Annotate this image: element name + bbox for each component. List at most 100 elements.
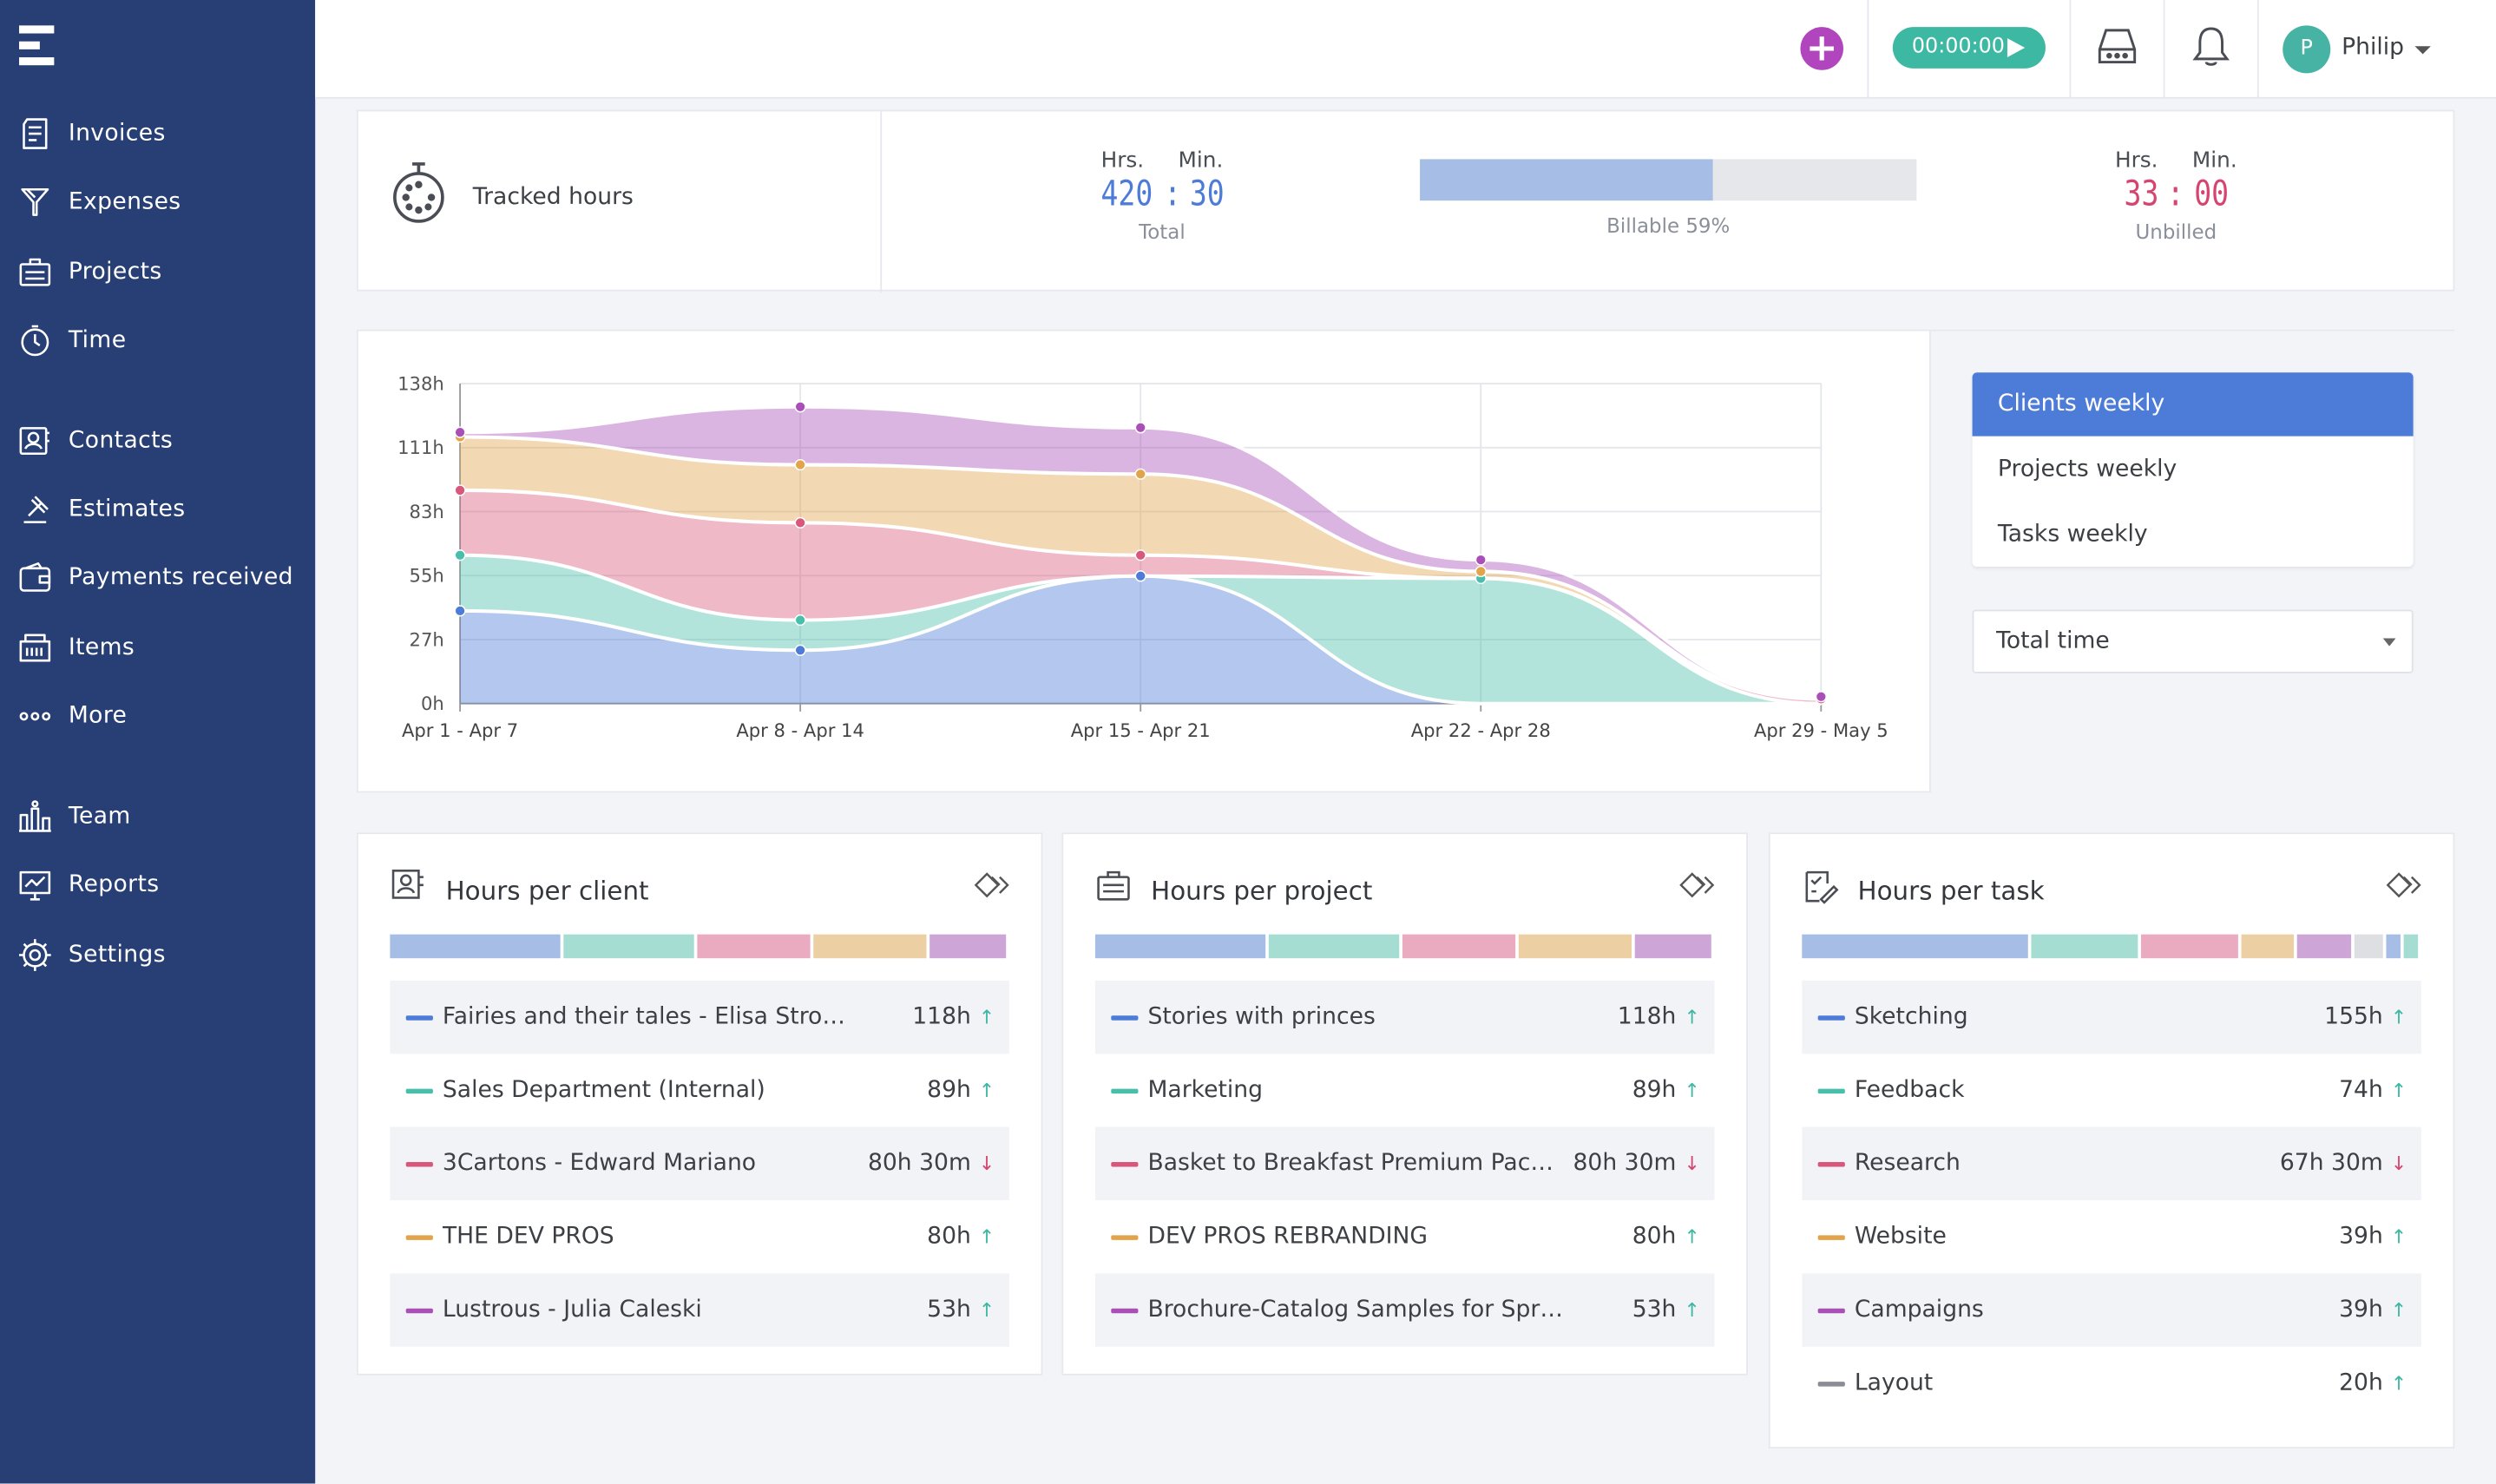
list-item[interactable]: Fairies and their tales - Elisa Strom...… [390,980,1009,1054]
list-item-label: Stories with princes [1147,1004,1376,1030]
series-color-marker [405,1015,433,1021]
sidebar-item-time[interactable]: Time [0,312,315,370]
x-tick-label: Apr 1 - Apr 7 [402,719,518,741]
data-point [794,516,806,529]
sidebar-item-estimates[interactable]: Estimates [0,481,315,538]
team-icon [19,800,51,832]
expenses-icon [21,187,49,216]
list-item-value: 89h [927,1077,971,1104]
data-point [454,426,466,438]
total-block: Hrs. Min. 420:30 Total [1082,148,1241,244]
list-item[interactable]: Sketching 155h ↑ [1802,980,2421,1054]
list-item[interactable]: Research 67h 30m ↓ [1802,1126,2421,1200]
sidebar-item-more[interactable]: More [0,687,315,745]
min-label: Min. [2191,148,2237,174]
list-item-label: Lustrous - Julia Caleski [442,1297,702,1323]
sidebar-item-settings[interactable]: Settings [0,927,315,984]
x-tick-label: Apr 22 - Apr 28 [1411,719,1551,741]
inbox-tray-icon[interactable] [2093,23,2141,70]
list-item-label: Layout [1854,1370,1934,1396]
expand-collapse-icon[interactable] [2385,870,2423,899]
list-item[interactable]: THE DEV PROS 80h ↑ [390,1200,1009,1273]
sidebar-item-contacts[interactable]: Contacts [0,412,315,469]
series-color-marker [405,1088,433,1094]
data-point [1134,570,1146,582]
sidebar-item-items[interactable]: Items [0,620,315,677]
arrow-up-icon: ↑ [2390,1006,2407,1028]
series-color-marker [1817,1015,1845,1021]
metric-select[interactable]: Total time [1972,609,2414,673]
distribution-segment [929,934,1007,959]
arrow-up-icon: ↑ [1684,1006,1700,1028]
list-item[interactable]: Website 39h ↑ [1802,1200,2421,1273]
sidebar-item-projects[interactable]: Projects [0,244,315,301]
task-icon [1805,870,1839,904]
timer-button[interactable]: 00:00:00 [1892,27,2046,69]
list-item[interactable]: Marketing 89h ↑ [1095,1054,1715,1126]
min-label: Min. [1178,148,1224,174]
distribution-bar [1094,934,1715,959]
list-item[interactable]: Brochure-Catalog Samples for Spri... 53h ↑ [1094,1273,1715,1347]
list-item-value: 67h 30m [2279,1151,2383,1177]
sidebar-item-payments-received[interactable]: Payments received [0,549,315,607]
app-logo-icon[interactable] [19,25,55,67]
expand-collapse-icon[interactable] [973,870,1011,899]
list-item-value: 74h [2339,1077,2383,1104]
y-tick-label: 55h [410,565,444,587]
unbilled-label: Unbilled [2135,220,2217,244]
list-item[interactable]: 3Cartons - Edward Mariano 80h 30m ↓ [390,1126,1009,1200]
list-item-value: 80h 30m [867,1151,971,1177]
list-item-label: Brochure-Catalog Samples for Spri... [1147,1297,1566,1323]
hrs-label: Hrs. [2114,148,2158,174]
play-icon [2007,38,2026,58]
data-point [1475,554,1487,566]
list-item-label: Campaigns [1854,1297,1984,1323]
notifications-bell-icon[interactable] [2187,23,2235,70]
distribution-segment [813,934,928,959]
series-area [460,555,1822,704]
list-item[interactable]: Campaigns 39h ↑ [1802,1273,2421,1347]
arrow-up-icon: ↑ [978,1079,995,1102]
list-item[interactable]: Lustrous - Julia Caleski 53h ↑ [390,1273,1009,1347]
expand-collapse-icon[interactable] [1678,870,1716,899]
data-point [794,458,806,471]
list-item[interactable]: Basket to Breakfast Premium Pack ... 80h … [1094,1126,1715,1200]
projects-icon [19,258,51,286]
arrow-up-icon: ↑ [2390,1372,2407,1395]
series-color-marker [1111,1161,1139,1167]
arrow-up-icon: ↑ [2390,1298,2407,1322]
sidebar-item-label: More [68,703,128,730]
sidebar-item-label: Payments received [68,565,293,591]
chevron-down-icon[interactable] [2414,46,2431,55]
add-new-button[interactable]: + [1800,27,1844,70]
dropdown-caret-icon [2382,638,2396,647]
option-tasks-weekly[interactable]: Tasks weekly [1997,522,2148,548]
option-projects-weekly[interactable]: Projects weekly [1997,456,2177,483]
list-item-label: Basket to Breakfast Premium Pack ... [1147,1151,1566,1177]
hrs-label: Hrs. [1100,148,1145,174]
sidebar-item-reports[interactable]: Reports [0,857,315,914]
avatar[interactable]: P [2283,25,2331,74]
arrow-up-icon: ↑ [2390,1079,2407,1102]
data-point [794,644,806,656]
arrow-up-icon: ↑ [2390,1225,2407,1249]
data-point [1134,422,1146,434]
sidebar-item-team[interactable]: Team [0,788,315,845]
sidebar-item-invoices[interactable]: Invoices [0,105,315,162]
list-item[interactable]: Layout 20h ↑ [1802,1347,2421,1420]
settings-icon [19,939,51,971]
option-clients-weekly[interactable]: Clients weekly [1972,372,2414,437]
y-tick-label: 0h [421,693,444,714]
list-item[interactable]: Stories with princes 118h ↑ [1094,980,1715,1054]
distribution-segment [1094,934,1266,959]
estimates-icon [23,496,49,523]
distribution-segment [1269,934,1399,959]
user-name[interactable]: Philip [2342,35,2405,61]
list-item[interactable]: DEV PROS REBRANDING 80h ↑ [1095,1200,1715,1273]
total-minutes: 30 [1190,174,1225,215]
sidebar: Invoices Expenses Projects Time Contacts Esti… [0,0,316,1484]
list-item[interactable]: Sales Department (Internal) 89h ↑ [390,1054,1009,1126]
sidebar-item-expenses[interactable]: Expenses [0,174,315,231]
series-color-marker [1817,1088,1845,1094]
list-item[interactable]: Feedback 74h ↑ [1802,1054,2421,1126]
